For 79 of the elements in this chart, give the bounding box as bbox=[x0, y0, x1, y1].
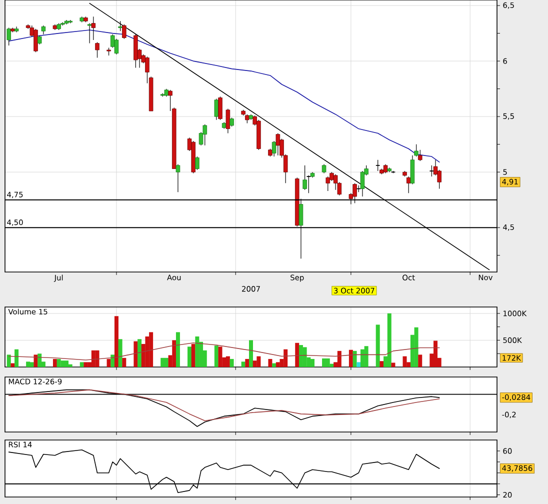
bar bbox=[364, 346, 368, 367]
bar bbox=[172, 340, 176, 367]
bar bbox=[110, 354, 115, 367]
bar bbox=[284, 349, 288, 367]
bar bbox=[60, 360, 65, 367]
bar bbox=[64, 360, 68, 367]
bar bbox=[276, 362, 280, 367]
bar bbox=[84, 362, 88, 367]
bar bbox=[230, 358, 234, 367]
bar bbox=[241, 362, 246, 367]
bar bbox=[30, 362, 34, 367]
bar bbox=[356, 362, 361, 367]
bar bbox=[114, 316, 118, 367]
bar bbox=[6, 354, 11, 367]
candlestick bbox=[326, 176, 330, 192]
bar bbox=[134, 341, 138, 367]
candlestick bbox=[91, 16, 96, 40]
candlestick bbox=[34, 28, 38, 52]
bar bbox=[268, 358, 272, 367]
bar bbox=[380, 361, 384, 367]
bar bbox=[138, 339, 142, 367]
bar bbox=[434, 340, 438, 367]
bar bbox=[348, 350, 353, 367]
bar bbox=[249, 340, 253, 367]
bar bbox=[414, 327, 418, 367]
bar bbox=[352, 350, 357, 367]
candlestick bbox=[302, 165, 307, 190]
bar bbox=[10, 363, 15, 367]
bar bbox=[295, 342, 300, 367]
bar bbox=[418, 354, 422, 367]
bar bbox=[322, 358, 326, 367]
bar bbox=[80, 362, 84, 367]
bar bbox=[52, 358, 57, 367]
bar bbox=[245, 358, 250, 367]
bar bbox=[310, 358, 315, 367]
bar bbox=[91, 350, 96, 367]
candlestick bbox=[214, 98, 219, 120]
bar bbox=[218, 346, 222, 367]
bar bbox=[68, 364, 72, 367]
bar bbox=[149, 332, 154, 367]
bar bbox=[214, 346, 218, 367]
candlestick bbox=[226, 108, 230, 134]
candlestick bbox=[176, 164, 180, 192]
candlestick bbox=[114, 38, 119, 55]
candlestick bbox=[195, 156, 200, 170]
bar bbox=[402, 356, 407, 367]
candlestick bbox=[218, 96, 222, 120]
bar bbox=[360, 349, 364, 367]
bar bbox=[164, 358, 168, 367]
bar bbox=[118, 339, 122, 367]
bar bbox=[14, 349, 19, 367]
candlestick bbox=[95, 42, 100, 58]
bar bbox=[337, 350, 342, 367]
bar bbox=[226, 356, 230, 367]
bar bbox=[195, 336, 200, 367]
bar bbox=[188, 346, 192, 367]
candlestick bbox=[87, 23, 92, 44]
bar bbox=[298, 345, 303, 367]
candlestick bbox=[429, 165, 434, 177]
bar bbox=[376, 324, 380, 367]
candlestick bbox=[202, 124, 207, 146]
bar bbox=[387, 313, 392, 367]
candlestick bbox=[118, 20, 122, 32]
bar bbox=[38, 354, 42, 367]
bar bbox=[160, 358, 165, 367]
bar bbox=[26, 362, 30, 367]
bar bbox=[176, 332, 180, 367]
bar bbox=[326, 358, 330, 367]
bar bbox=[302, 347, 307, 367]
bar bbox=[122, 358, 126, 367]
bar bbox=[272, 363, 276, 367]
candlestick bbox=[276, 132, 280, 156]
candlestick bbox=[375, 160, 380, 172]
line-series bbox=[8, 342, 440, 360]
bar bbox=[145, 336, 150, 367]
bar bbox=[95, 350, 100, 367]
candlestick bbox=[122, 24, 126, 40]
bar bbox=[256, 356, 261, 367]
bar bbox=[391, 362, 396, 367]
